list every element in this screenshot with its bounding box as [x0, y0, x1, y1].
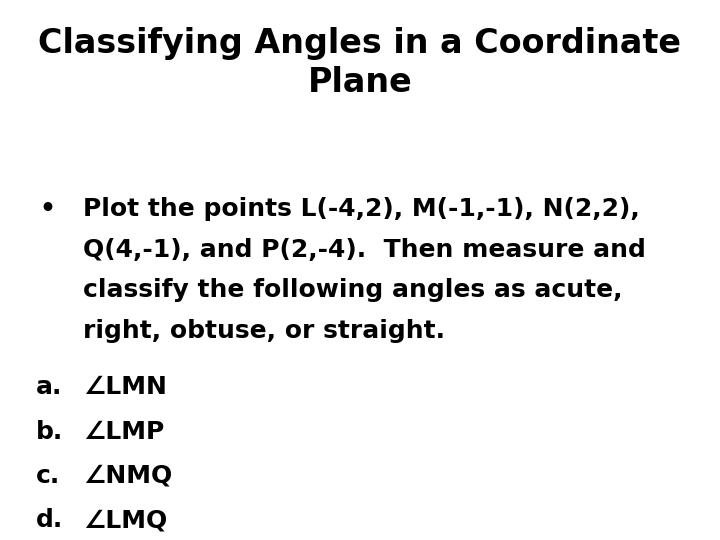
Text: •: • — [40, 197, 55, 221]
Text: right, obtuse, or straight.: right, obtuse, or straight. — [83, 319, 445, 342]
Text: Plot the points L(-4,2), M(-1,-1), N(2,2),: Plot the points L(-4,2), M(-1,-1), N(2,2… — [83, 197, 639, 221]
Text: b.: b. — [36, 420, 63, 443]
Text: d.: d. — [36, 508, 63, 532]
Text: c.: c. — [36, 464, 60, 488]
Text: ∠LMP: ∠LMP — [83, 420, 164, 443]
Text: ∠LMQ: ∠LMQ — [83, 508, 167, 532]
Text: ∠NMQ: ∠NMQ — [83, 464, 172, 488]
Text: ∠LMN: ∠LMN — [83, 375, 166, 399]
Text: Q(4,-1), and P(2,-4).  Then measure and: Q(4,-1), and P(2,-4). Then measure and — [83, 238, 646, 261]
Text: a.: a. — [36, 375, 63, 399]
Text: classify the following angles as acute,: classify the following angles as acute, — [83, 278, 622, 302]
Text: Classifying Angles in a Coordinate
Plane: Classifying Angles in a Coordinate Plane — [38, 27, 682, 99]
